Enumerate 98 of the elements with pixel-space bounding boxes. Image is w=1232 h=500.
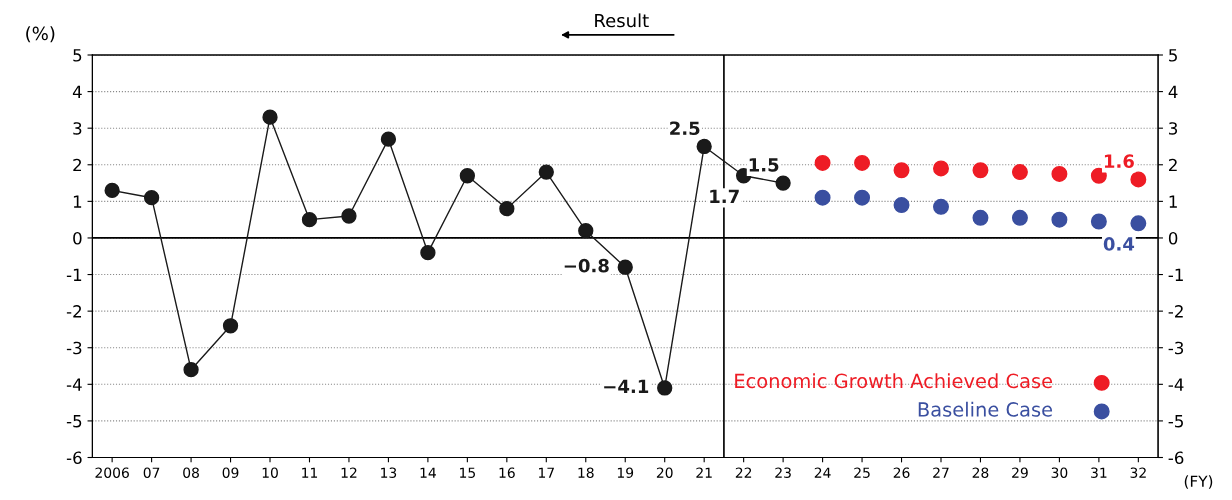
point (1011, 209, 1028, 226)
y2-tick-label: -2 (1168, 305, 1183, 318)
point (775, 175, 791, 191)
point (972, 162, 989, 179)
point (1090, 167, 1107, 184)
data-label: 0.4 (1103, 237, 1135, 251)
legend-label: Baseline Case (918, 401, 1053, 417)
point (657, 380, 673, 396)
x-tick-label: 31 (1091, 467, 1107, 478)
point (1051, 165, 1068, 182)
y-tick-label: -1 (66, 268, 82, 281)
point (854, 154, 871, 171)
point (183, 362, 199, 378)
point (104, 182, 120, 199)
point (854, 189, 871, 206)
point (420, 244, 436, 261)
x-tick-label: 27 (933, 467, 949, 478)
data-label: 1.7 (710, 189, 739, 203)
x-tick-label: 20 (656, 467, 673, 478)
point (459, 168, 476, 184)
point (262, 109, 278, 125)
y2-tick-label: -1 (1168, 268, 1183, 281)
x-tick-label: 15 (460, 467, 475, 478)
y2-tick-label: 3 (1169, 122, 1178, 135)
point (341, 208, 357, 224)
y-tick-label: -3 (66, 341, 82, 355)
point (1051, 211, 1068, 228)
point (222, 318, 239, 334)
point (814, 154, 831, 171)
x-tick-label: 14 (420, 467, 436, 478)
y-tick-label: 2 (73, 158, 82, 172)
x-tick-label: 07 (143, 467, 160, 478)
data-label: 2.5 (670, 121, 700, 136)
x-tick-label: 21 (696, 467, 712, 478)
x-tick-label: 24 (814, 467, 831, 478)
x-tick-label: 09 (222, 467, 239, 478)
data-label: 1.6 (1104, 154, 1134, 168)
point (1130, 215, 1147, 232)
y-tick-label: -6 (66, 451, 82, 465)
x-tick-label: 08 (183, 467, 199, 478)
y-tick-label: -4 (66, 378, 82, 391)
point (893, 162, 910, 179)
data-label: −4.1 (604, 379, 649, 393)
y-tick-label: 3 (73, 122, 82, 135)
x-tick-label: 18 (578, 467, 594, 478)
x-tick-label: 23 (775, 467, 791, 478)
point (933, 198, 949, 215)
x-tick-label: 32 (1130, 467, 1146, 478)
y2-tick-label: 4 (1168, 85, 1178, 98)
ref-line-label: Result (595, 13, 649, 28)
point (933, 160, 949, 177)
point (143, 190, 160, 206)
point (499, 201, 515, 217)
y-tick-label: 5 (73, 49, 82, 62)
point (814, 189, 831, 206)
point (1090, 213, 1107, 230)
point (380, 131, 397, 147)
x-tick-label: 2006 (95, 467, 129, 478)
x-tick-label: 16 (499, 467, 515, 478)
point (578, 222, 594, 239)
y2-tick-label: 0 (1168, 231, 1178, 245)
x-tick-label: 13 (381, 467, 397, 478)
point (538, 164, 554, 180)
x-tick-label: 28 (972, 467, 989, 478)
y2-tick-label: -6 (1168, 451, 1184, 465)
y2-tick-label: 5 (1169, 49, 1177, 62)
y2-tick-label: -5 (1168, 415, 1183, 428)
x-tick-label: 26 (893, 467, 910, 478)
point (972, 209, 989, 226)
x-tick-label: 11 (302, 467, 318, 478)
y-tick-label: -2 (66, 305, 82, 318)
y2-tick-label: -4 (1168, 378, 1184, 391)
point (617, 259, 633, 275)
y2-tick-label: 2 (1169, 158, 1177, 172)
y2-tick-label: 1 (1169, 195, 1177, 208)
y-tick-label: 0 (73, 231, 82, 245)
x-tick-label: 17 (538, 467, 554, 478)
point (696, 138, 712, 155)
x-tick-label: 19 (617, 467, 634, 478)
data-label: −0.8 (564, 258, 609, 273)
x-tick-label: 12 (341, 467, 357, 478)
point (1011, 164, 1028, 181)
x-tick-label: 22 (735, 467, 752, 478)
y-tick-label: -5 (66, 415, 82, 428)
y-tick-label: 4 (72, 85, 82, 98)
point (1130, 171, 1147, 188)
y2-tick-label: -3 (1168, 341, 1184, 355)
data-label: 1.5 (749, 158, 779, 172)
x-tick-label: 29 (1012, 467, 1028, 478)
x-axis-title: (FY) (1184, 475, 1213, 489)
x-tick-label: 25 (854, 467, 870, 478)
y-tick-label: 1 (73, 195, 82, 208)
x-tick-label: 10 (262, 467, 278, 478)
legend-label: Economic Growth Achieved Case (735, 373, 1053, 389)
x-tick-label: 30 (1051, 467, 1068, 478)
point (893, 197, 910, 214)
point (301, 212, 318, 228)
y-axis-title: (%) (26, 26, 55, 43)
